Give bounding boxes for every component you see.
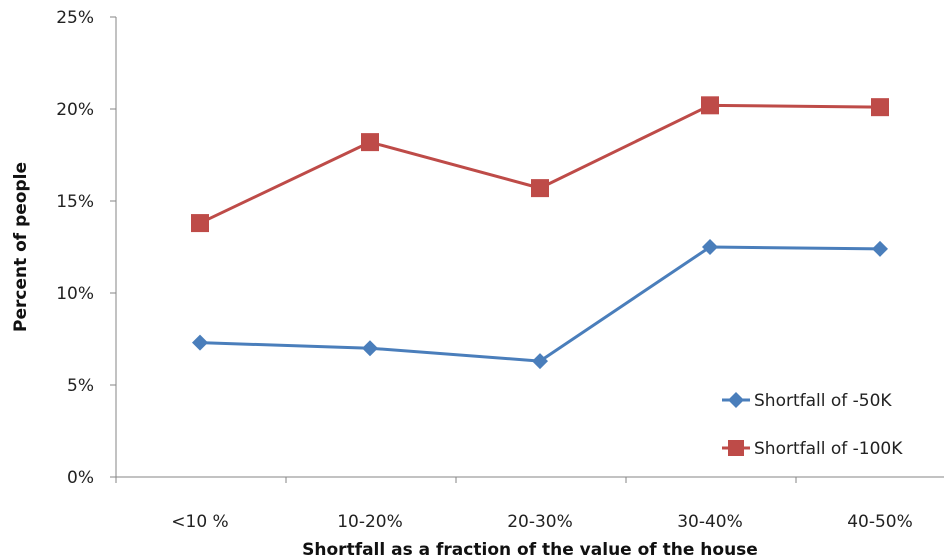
y-tick-label: 5% <box>67 376 94 396</box>
x-tick-label: <10 % <box>171 512 228 532</box>
y-axis-ticks: 0% 5% 10% 15% 20% 25% <box>56 8 116 488</box>
data-point-series-0 <box>702 239 718 255</box>
data-point-series-0 <box>362 340 378 357</box>
data-point-series-1 <box>191 214 209 233</box>
data-point-series-1 <box>531 179 549 198</box>
axes <box>115 17 944 478</box>
legend-label-100k: Shortfall of -100K <box>754 439 903 459</box>
x-axis-title: Shortfall as a fraction of the value of … <box>302 540 758 558</box>
data-point-series-1 <box>871 98 889 117</box>
data-point-series-0 <box>872 240 888 257</box>
series-layer <box>191 96 889 370</box>
x-tick-label: 20-30% <box>507 512 573 532</box>
y-tick-label: 25% <box>56 8 94 28</box>
y-axis-title: Percent of people <box>11 162 31 332</box>
x-tick-label: 30-40% <box>677 512 743 532</box>
y-tick-label: 15% <box>56 192 94 212</box>
y-tick-label: 10% <box>56 284 94 304</box>
y-tick-label: 0% <box>67 468 94 488</box>
data-point-series-0 <box>532 353 548 370</box>
series-line-0 <box>199 245 881 363</box>
legend-marker-100k <box>728 440 744 456</box>
series-line-1 <box>199 103 881 225</box>
legend-label-50k: Shortfall of -50K <box>754 391 892 411</box>
data-point-series-1 <box>361 133 379 152</box>
x-axis-ticks: <10 % 10-20% 20-30% 30-40% 40-50% <box>115 477 913 532</box>
x-tick-label: 10-20% <box>337 512 403 532</box>
data-point-series-0 <box>192 334 208 351</box>
legend-item-100k: Shortfall of -100K <box>722 439 903 459</box>
data-point-series-1 <box>701 96 719 115</box>
legend-marker-50k <box>728 392 744 408</box>
y-tick-label: 20% <box>56 100 94 120</box>
legend-item-50k: Shortfall of -50K <box>722 391 892 411</box>
x-tick-label: 40-50% <box>847 512 913 532</box>
legend: Shortfall of -50K Shortfall of -100K <box>722 391 903 459</box>
